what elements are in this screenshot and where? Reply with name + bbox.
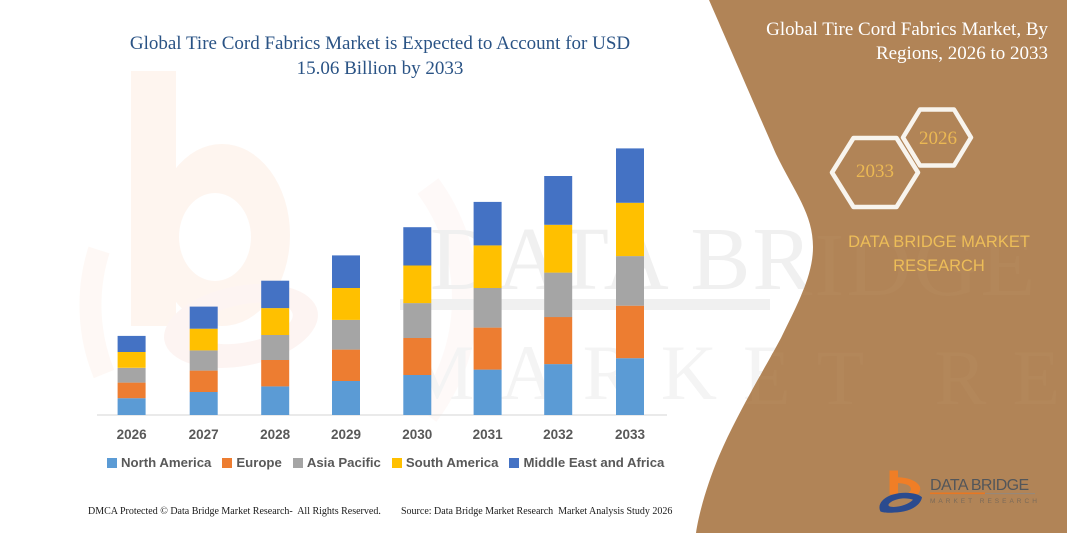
svg-text:MARKET RESE: MARKET RESE [405,334,1067,421]
svg-text:DATA BRIDGE: DATA BRIDGE [930,477,1029,494]
svg-text:2033: 2033 [856,161,894,182]
svg-text:2026: 2026 [919,128,957,149]
svg-text:MARKET RESEARCH: MARKET RESEARCH [930,498,1040,505]
